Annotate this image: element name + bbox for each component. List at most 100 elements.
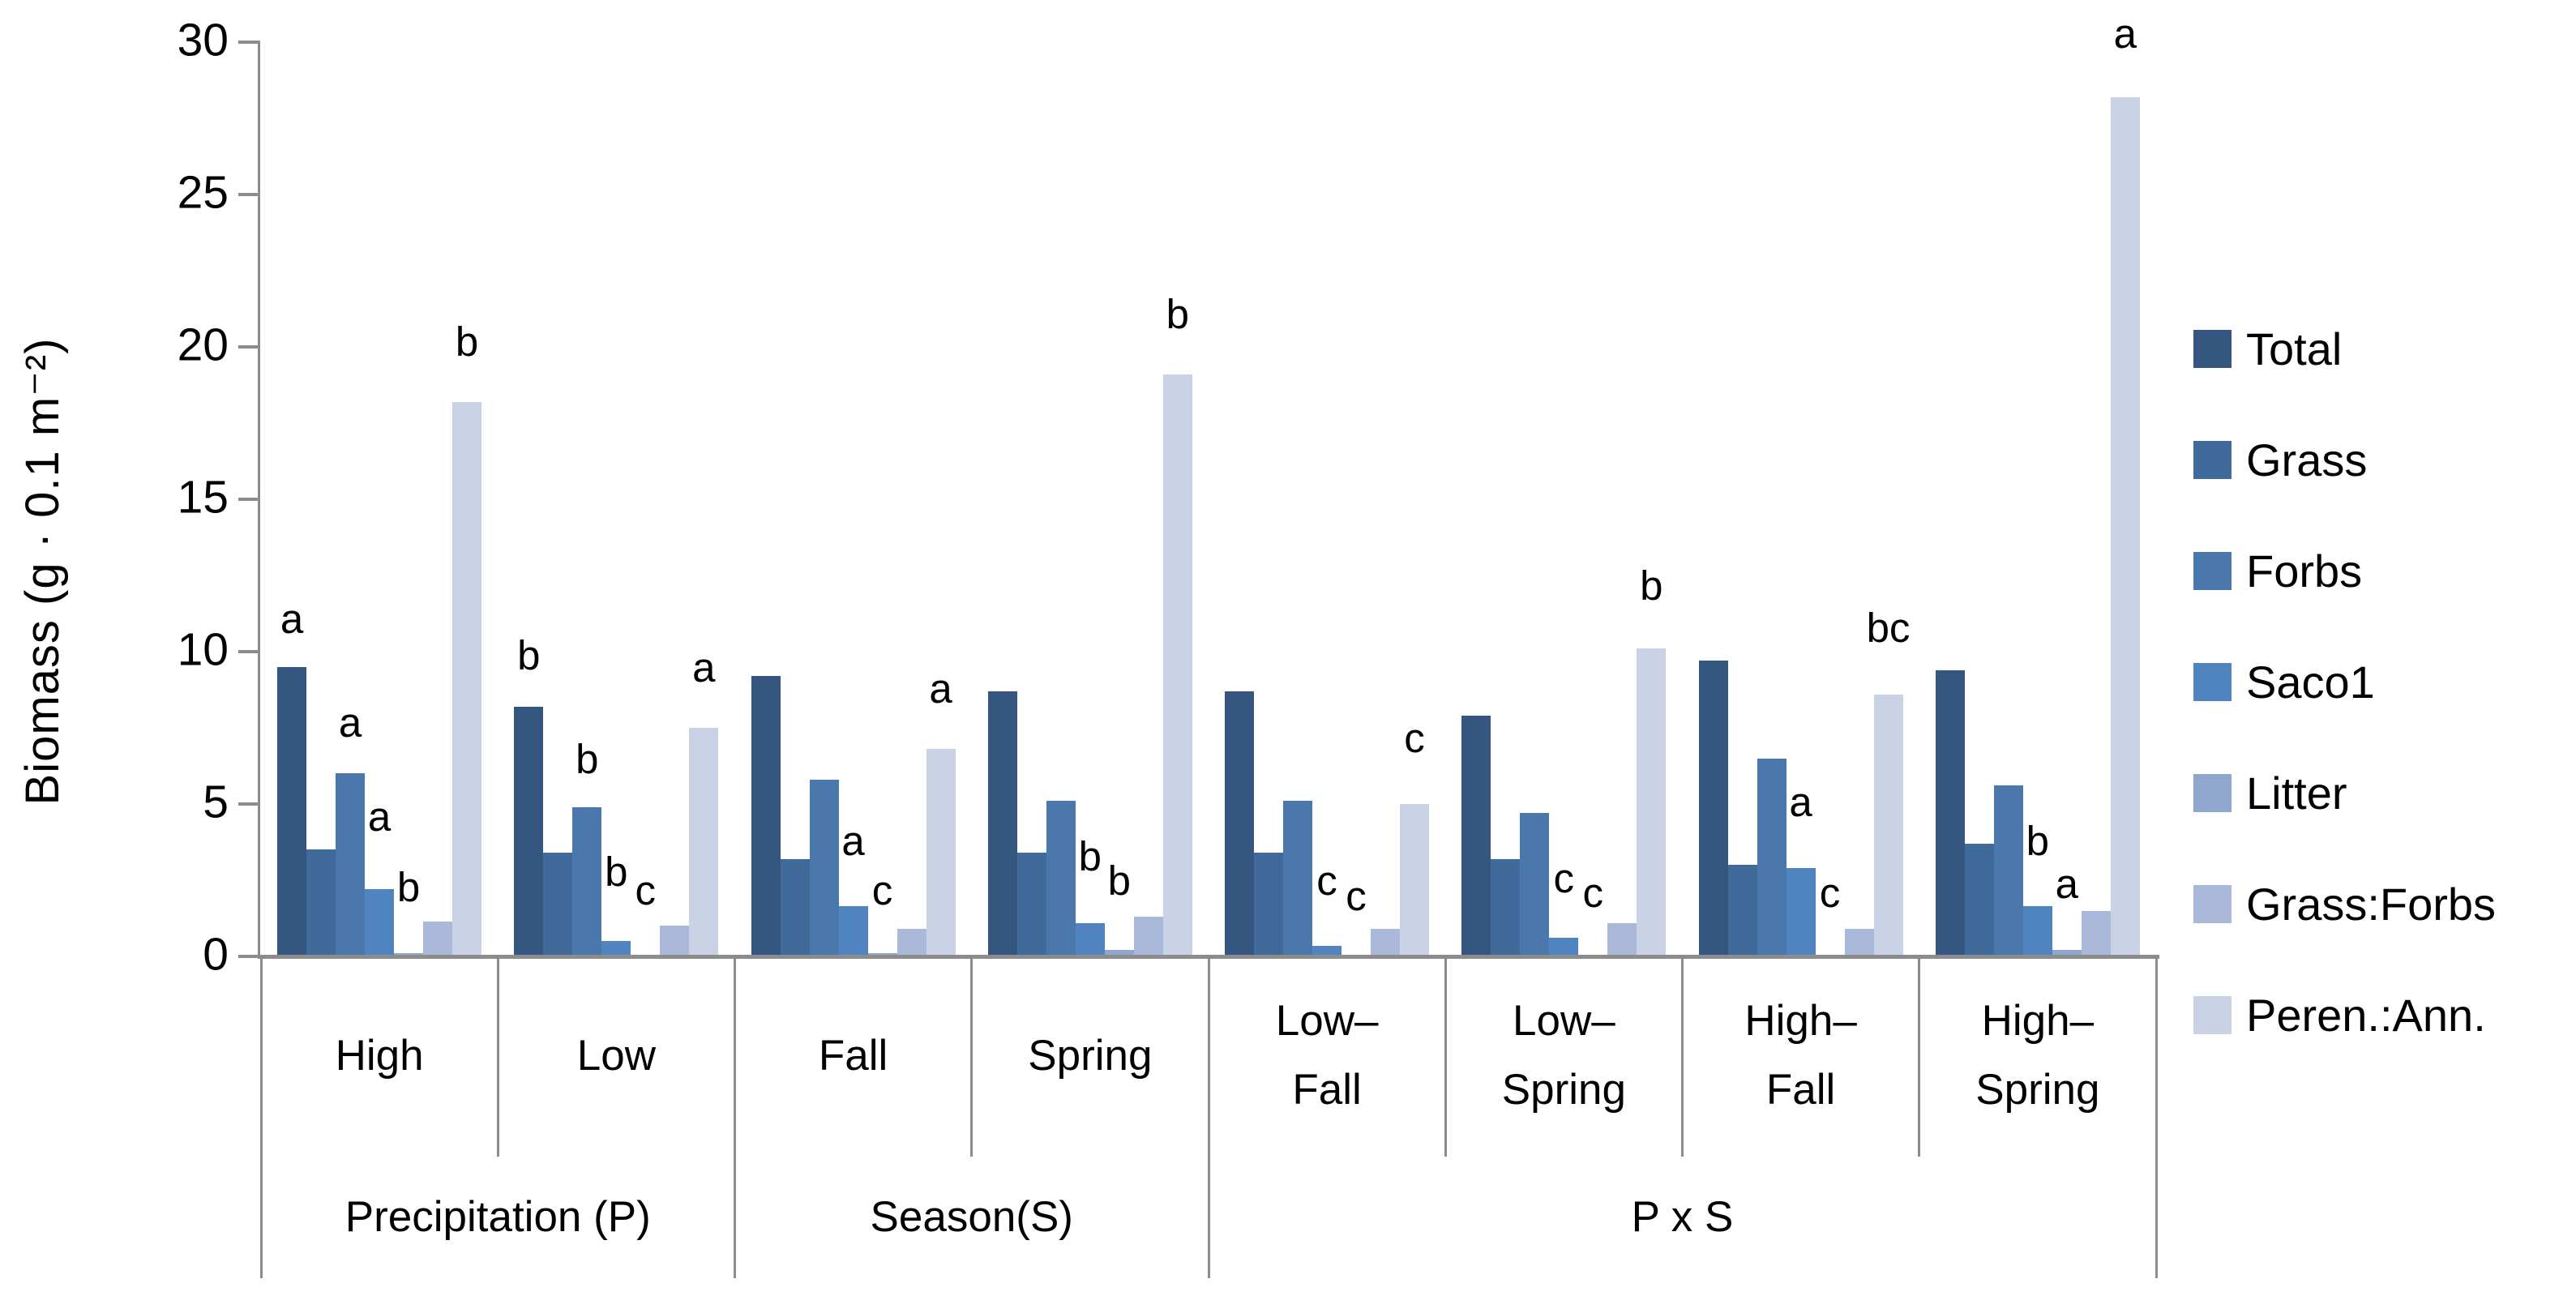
category-label-line: Fall [1765, 1066, 1836, 1114]
sig-letter: a [280, 595, 304, 642]
bar-forbs [336, 773, 365, 956]
bar-grass [1491, 858, 1521, 956]
legend-label-forbs: Forbs [2246, 545, 2363, 597]
factor-group-label: Precipitation (P) [344, 1192, 651, 1241]
sig-letter: c [635, 866, 657, 913]
sig-letter: b [1640, 562, 1663, 609]
bar-litter [2052, 950, 2082, 956]
bar-litter [1104, 950, 1134, 956]
sig-letter: b [1078, 833, 1102, 880]
category-separator [1918, 956, 1921, 1157]
bar-saco1 [1786, 867, 1816, 956]
bar-saco1 [838, 905, 868, 956]
category-label: High– Spring [1919, 959, 2156, 1153]
sig-letter: c [1404, 714, 1425, 761]
category-separator [1681, 956, 1684, 1157]
bar-forbs [1993, 785, 2023, 956]
legend-label-saco1: Saco1 [2246, 657, 2375, 708]
bar-grass-forbs [1133, 917, 1163, 956]
category-label-line: Spring [1501, 1066, 1626, 1114]
bar-peren-ann- [1637, 648, 1667, 956]
sig-letter: c [1346, 873, 1367, 920]
bar-total [514, 706, 544, 956]
category-separator [2155, 956, 2158, 1278]
factor-group-label: P x S [1631, 1192, 1734, 1241]
bar-grass-forbs [2081, 910, 2111, 956]
legend-swatch-peren-ann- [2193, 996, 2232, 1034]
y-tick-label: 15 [177, 471, 229, 524]
y-tick-label: 5 [203, 776, 229, 828]
bar-grass [1727, 865, 1757, 956]
bar-saco1 [1549, 938, 1579, 956]
category-label: Low– Spring [1445, 959, 1682, 1153]
bar-total [1461, 715, 1491, 956]
bar-total [751, 676, 781, 956]
sig-letter: a [841, 818, 865, 865]
sig-letter: a [1789, 778, 1812, 825]
legend-label-total: Total [2246, 323, 2343, 374]
legend-item-grass-forbs: Grass:Forbs [2193, 878, 2496, 930]
category-label-line: High– [1981, 997, 2095, 1046]
category-label: Low– Fall [1209, 959, 1445, 1153]
bar-grass-forbs [423, 921, 452, 956]
category-separator [1444, 956, 1447, 1157]
sig-letter: a [2113, 11, 2137, 58]
sig-letter: b [517, 632, 541, 679]
category-separator [496, 956, 499, 1157]
sig-letter: b [2026, 818, 2049, 865]
legend-label-litter: Litter [2246, 768, 2347, 819]
y-tick-mark [238, 802, 259, 806]
legend-item-litter: Litter [2193, 767, 2347, 819]
category-label-line: Spring [1028, 1031, 1153, 1080]
legend-item-total: Total [2193, 323, 2342, 375]
bar-forbs [1757, 758, 1787, 956]
bar-saco1 [2022, 905, 2052, 956]
y-tick-mark [238, 650, 259, 653]
bar-saco1 [365, 889, 394, 956]
y-tick-mark [238, 498, 259, 501]
bar-forbs [572, 806, 602, 956]
sig-letter: a [338, 699, 362, 746]
sig-letter: c [1819, 870, 1841, 917]
sig-letter: c [871, 866, 893, 913]
sig-letter: c [1316, 858, 1337, 905]
bar-total [277, 666, 306, 956]
sig-letter: a [692, 644, 716, 691]
y-tick-label: 10 [177, 623, 229, 676]
category-label: High– Fall [1683, 959, 1919, 1153]
legend-swatch-total [2193, 330, 2232, 368]
bar-peren-ann- [689, 728, 719, 956]
category-label: Low [498, 959, 734, 1153]
bar-grass-forbs [1607, 922, 1637, 956]
bar-total [987, 691, 1017, 956]
bar-peren-ann- [452, 401, 481, 956]
legend-item-saco1: Saco1 [2193, 656, 2375, 708]
sig-letter: a [929, 665, 952, 712]
legend-swatch-litter [2193, 774, 2232, 812]
category-label-line: Low– [1275, 997, 1379, 1046]
y-tick-label: 30 [177, 14, 229, 66]
y-axis-line [258, 41, 260, 959]
legend-swatch-forbs [2193, 552, 2232, 590]
sig-letter: c [1582, 870, 1604, 917]
y-tick-label: 20 [177, 319, 229, 371]
bar-forbs [1520, 813, 1550, 956]
bar-grass [1016, 853, 1046, 956]
y-tick-mark [238, 41, 259, 44]
sig-letter: b [455, 318, 479, 365]
sig-letter: b [605, 849, 628, 896]
legend-swatch-grass [2193, 441, 2232, 479]
sig-letter: b [396, 863, 421, 910]
bar-total [1698, 661, 1728, 956]
bar-grass-forbs [896, 929, 926, 956]
category-label: Spring [972, 959, 1209, 1153]
bar-peren-ann- [2110, 96, 2140, 956]
bar-grass [1964, 843, 1994, 956]
bar-grass-forbs [1844, 929, 1874, 956]
